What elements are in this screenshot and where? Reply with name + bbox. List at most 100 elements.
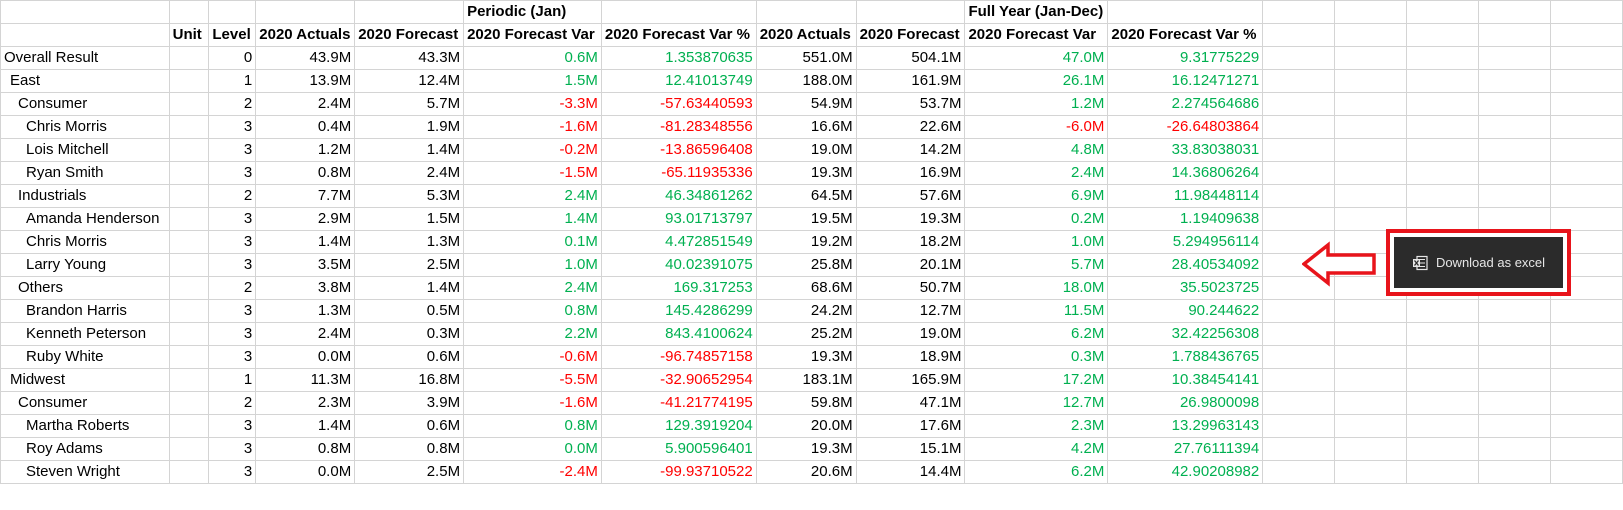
periodic-var-cell: 1.0M — [463, 253, 602, 277]
fullyear-forecast-cell: 47.1M — [855, 391, 966, 415]
fullyear-actuals-cell: 64.5M — [755, 184, 857, 208]
fullyear-forecast-cell: 14.2M — [855, 138, 966, 162]
unit-cell — [168, 368, 210, 392]
empty-cell — [1549, 184, 1623, 208]
periodic-forecast-cell: 1.3M — [354, 230, 465, 254]
fullyear-forecast-cell: 161.9M — [855, 69, 966, 93]
empty-cell — [1262, 322, 1336, 346]
col-header-fullyear-forecast: 2020 Forecast — [855, 23, 966, 47]
unit-cell — [168, 276, 210, 300]
empty-cell — [1478, 207, 1551, 231]
row-label: Industrials — [0, 184, 170, 208]
periodic-var-pct-cell: 46.34861262 — [600, 184, 757, 208]
empty-cell — [1406, 46, 1480, 70]
empty-cell — [1262, 368, 1336, 392]
periodic-var-pct-cell: -32.90652954 — [600, 368, 757, 392]
unit-cell — [168, 46, 210, 70]
level-cell: 3 — [208, 230, 257, 254]
download-excel-button[interactable]: Download as excel — [1394, 237, 1563, 288]
table-row: Consumer 2 2.3M 3.9M -1.6M -41.21774195 59.8M 4… — [0, 391, 1623, 415]
empty-cell — [1334, 437, 1408, 461]
fullyear-forecast-cell: 18.9M — [855, 345, 966, 369]
periodic-var-pct-cell: 169.317253 — [600, 276, 757, 300]
fullyear-var-pct-cell: 33.83038031 — [1107, 138, 1264, 162]
col-header-fullyear-actuals: 2020 Actuals — [755, 23, 857, 47]
table-row: Ruby White 3 0.0M 0.6M -0.6M -96.74857158 19.3… — [0, 345, 1623, 369]
empty-cell — [1478, 138, 1551, 162]
periodic-var-cell: 0.8M — [463, 414, 602, 438]
fullyear-var-cell: 0.2M — [964, 207, 1109, 231]
empty-cell — [1334, 138, 1408, 162]
table-row: Lois Mitchell 3 1.2M 1.4M -0.2M -13.86596408 1… — [0, 138, 1623, 162]
fullyear-forecast-cell: 12.7M — [855, 299, 966, 323]
fullyear-actuals-cell: 54.9M — [755, 92, 857, 116]
periodic-var-cell: -3.3M — [463, 92, 602, 116]
empty-cell — [1478, 437, 1551, 461]
fullyear-var-pct-cell: 42.90208982 — [1107, 460, 1264, 484]
fullyear-var-pct-cell: 2.274564686 — [1107, 92, 1264, 116]
periodic-actuals-cell: 2.4M — [255, 92, 356, 116]
periodic-actuals-cell: 2.4M — [255, 322, 356, 346]
column-header-row: Unit Level 2020 Actuals 2020 Forecast 20… — [0, 23, 1623, 47]
table-row: Steven Wright 3 0.0M 2.5M -2.4M -99.93710522 2… — [0, 460, 1623, 484]
fullyear-var-pct-cell: 32.42256308 — [1107, 322, 1264, 346]
periodic-actuals-cell: 0.0M — [255, 345, 356, 369]
fullyear-forecast-cell: 18.2M — [855, 230, 966, 254]
periodic-var-pct-cell: 93.01713797 — [600, 207, 757, 231]
periodic-var-pct-cell: 1.353870635 — [600, 46, 757, 70]
empty-cell — [1549, 69, 1623, 93]
table-row: Industrials 2 7.7M 5.3M 2.4M 46.34861262 64.5M… — [0, 184, 1623, 208]
fullyear-var-cell: 12.7M — [964, 391, 1109, 415]
periodic-var-cell: -0.6M — [463, 345, 602, 369]
periodic-var-pct-cell: 5.900596401 — [600, 437, 757, 461]
fullyear-var-pct-cell: 10.38454141 — [1107, 368, 1264, 392]
fullyear-forecast-cell: 165.9M — [855, 368, 966, 392]
level-cell: 3 — [208, 207, 257, 231]
empty-cell — [1478, 414, 1551, 438]
empty-cell — [1549, 414, 1623, 438]
level-cell: 3 — [208, 322, 257, 346]
periodic-actuals-cell: 11.3M — [255, 368, 356, 392]
periodic-forecast-cell: 5.3M — [354, 184, 465, 208]
periodic-forecast-cell: 0.3M — [354, 322, 465, 346]
unit-cell — [168, 184, 210, 208]
periodic-forecast-cell: 0.6M — [354, 414, 465, 438]
table-row: East 1 13.9M 12.4M 1.5M 12.41013749 188.0M 161.… — [0, 69, 1623, 93]
empty-cell — [1262, 437, 1336, 461]
table-row: Kenneth Peterson 3 2.4M 0.3M 2.2M 843.4100624… — [0, 322, 1623, 346]
download-button-label: Download as excel — [1435, 255, 1546, 270]
periodic-forecast-cell: 1.4M — [354, 138, 465, 162]
level-cell: 2 — [208, 92, 257, 116]
row-label: East — [0, 69, 170, 93]
fullyear-var-cell: 0.3M — [964, 345, 1109, 369]
fullyear-var-cell: 2.3M — [964, 414, 1109, 438]
empty-cell — [1549, 391, 1623, 415]
periodic-var-cell: 1.5M — [463, 69, 602, 93]
table-row: Chris Morris 3 0.4M 1.9M -1.6M -81.28348556 16… — [0, 115, 1623, 139]
periodic-actuals-cell: 2.3M — [255, 391, 356, 415]
fullyear-var-pct-cell: 28.40534092 — [1107, 253, 1264, 277]
periodic-actuals-cell: 0.0M — [255, 460, 356, 484]
empty-cell — [1549, 115, 1623, 139]
fullyear-var-cell: 1.2M — [964, 92, 1109, 116]
empty-cell — [1478, 69, 1551, 93]
periodic-actuals-cell: 0.4M — [255, 115, 356, 139]
fullyear-actuals-cell: 25.2M — [755, 322, 857, 346]
empty-cell — [1406, 322, 1480, 346]
periodic-var-pct-cell: -41.21774195 — [600, 391, 757, 415]
empty-cell — [1478, 184, 1551, 208]
periodic-var-cell: -2.4M — [463, 460, 602, 484]
unit-cell — [168, 115, 210, 139]
level-cell: 3 — [208, 299, 257, 323]
periodic-actuals-cell: 0.8M — [255, 161, 356, 185]
periodic-forecast-cell: 0.6M — [354, 345, 465, 369]
periodic-var-pct-cell: 40.02391075 — [600, 253, 757, 277]
periodic-forecast-cell: 0.8M — [354, 437, 465, 461]
fullyear-actuals-cell: 59.8M — [755, 391, 857, 415]
empty-cell — [1549, 460, 1623, 484]
periodic-forecast-cell: 2.5M — [354, 460, 465, 484]
row-label: Roy Adams — [0, 437, 170, 461]
empty-cell — [1478, 322, 1551, 346]
table-body: Overall Result 0 43.9M 43.3M 0.6M 1.353870635… — [0, 46, 1623, 484]
periodic-var-pct-cell: 843.4100624 — [600, 322, 757, 346]
